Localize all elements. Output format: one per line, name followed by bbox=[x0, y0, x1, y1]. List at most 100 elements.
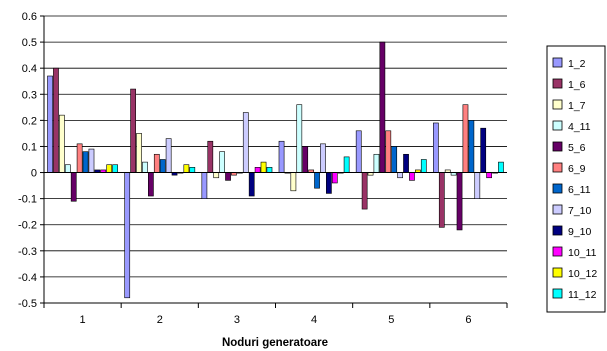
bar-9_10-node-3 bbox=[248, 172, 255, 197]
bar-11_12-node-5 bbox=[420, 159, 427, 173]
bar-1_7-node-4 bbox=[290, 172, 297, 192]
legend-swatch bbox=[552, 162, 563, 173]
bar-4_11-node-1 bbox=[64, 164, 71, 173]
bar-1_6-node-6 bbox=[438, 172, 445, 228]
bar-10_12-node-3 bbox=[260, 161, 267, 173]
legend-label: 6_9 bbox=[568, 163, 586, 175]
x-tick-labels: 1 2 3 4 5 6 bbox=[80, 314, 472, 326]
bar-10_11-node-3 bbox=[254, 167, 261, 173]
bar-7_10-node-2 bbox=[165, 138, 172, 173]
legend: 1_2 1_6 1_7 4_11 5_6 6_9 6_11 7_10 9_10 10_11 10_1… bbox=[552, 57, 597, 301]
y-tick-label: 0.4 bbox=[22, 63, 37, 75]
legend-swatch bbox=[552, 141, 563, 152]
legend-swatch bbox=[552, 120, 563, 131]
bar-1_7-node-1 bbox=[59, 114, 65, 173]
bar-1_2-node-6 bbox=[433, 122, 439, 173]
bar-5_6-node-1 bbox=[70, 172, 77, 202]
legend-swatch bbox=[552, 204, 563, 215]
legend-swatch bbox=[552, 183, 563, 194]
bar-5_6-node-3 bbox=[225, 172, 231, 181]
bar-1_6-node-2 bbox=[130, 88, 136, 173]
legend-swatch bbox=[552, 246, 563, 257]
bar-10_11-node-5 bbox=[409, 172, 415, 181]
bar-5_6-node-6 bbox=[456, 172, 463, 231]
bar-7_10-node-4 bbox=[320, 143, 326, 173]
legend-swatch bbox=[552, 225, 563, 236]
bar-11_12-node-2 bbox=[189, 167, 196, 173]
bar-1_6-node-1 bbox=[53, 67, 59, 173]
bar-10_11-node-4 bbox=[331, 172, 338, 184]
bar-1_2-node-1 bbox=[47, 75, 53, 173]
plot-background bbox=[44, 16, 507, 303]
bar-9_10-node-4 bbox=[326, 172, 332, 194]
bar-4_11-node-5 bbox=[373, 153, 380, 173]
gridlines bbox=[40, 15, 507, 304]
bars bbox=[47, 41, 504, 299]
bar-4_11-node-3 bbox=[219, 151, 225, 173]
x-tick-label: 2 bbox=[157, 314, 163, 326]
bar-11_12-node-6 bbox=[498, 161, 504, 173]
y-tick-label: 0 bbox=[31, 168, 37, 180]
legend-label: 9_10 bbox=[568, 226, 592, 238]
legend-swatch bbox=[552, 57, 563, 68]
bar-6_9-node-2 bbox=[153, 153, 160, 173]
bar-11_12-node-1 bbox=[112, 164, 118, 173]
bar-7_10-node-3 bbox=[242, 112, 249, 173]
legend-label: 1_2 bbox=[568, 58, 586, 70]
bar-4_11-node-2 bbox=[142, 161, 148, 173]
y-tick-label: 0.5 bbox=[22, 37, 37, 49]
legend-label: 11_12 bbox=[568, 289, 597, 301]
bar-6_9-node-5 bbox=[385, 130, 392, 173]
bar-9_10-node-6 bbox=[480, 127, 487, 173]
legend-label: 1_6 bbox=[568, 79, 586, 91]
x-axis-title: Noduri generatoare bbox=[222, 337, 328, 349]
legend-label: 7_10 bbox=[568, 205, 592, 217]
y-tick-label: 0.1 bbox=[22, 141, 37, 153]
legend-label: 6_11 bbox=[568, 184, 591, 196]
y-tick-label: 0.6 bbox=[22, 11, 37, 23]
bar-7_10-node-6 bbox=[474, 172, 481, 199]
x-tick-label: 5 bbox=[388, 314, 394, 326]
bar-1_2-node-4 bbox=[278, 140, 285, 173]
bar-5_6-node-4 bbox=[302, 146, 309, 173]
bar-10_11-node-6 bbox=[486, 172, 492, 179]
legend-swatch bbox=[552, 288, 563, 299]
legend-swatch bbox=[552, 267, 563, 278]
y-tick-labels: 0.6 0.5 0.4 0.3 0.2 0.1 0 -0.1 -0.2 -0.3 -0.4 -0.5 bbox=[18, 11, 37, 310]
bar-6_11-node-1 bbox=[82, 151, 89, 173]
y-tick-label: 0.2 bbox=[22, 115, 37, 127]
bar-1_2-node-5 bbox=[355, 130, 362, 173]
bar-6_11-node-2 bbox=[159, 159, 166, 173]
legend-label: 10_12 bbox=[568, 268, 597, 280]
bar-5_6-node-5 bbox=[379, 41, 386, 173]
bar-1_7-node-3 bbox=[213, 172, 220, 179]
bar-6_11-node-4 bbox=[314, 172, 320, 189]
bar-5_6-node-2 bbox=[148, 172, 154, 197]
bar-1_2-node-2 bbox=[124, 172, 131, 299]
y-tick-label: -0.1 bbox=[18, 194, 37, 206]
y-tick-label: -0.2 bbox=[18, 220, 37, 232]
legend-swatch bbox=[552, 78, 563, 89]
bar-11_12-node-4 bbox=[343, 156, 350, 173]
bar-9_10-node-5 bbox=[403, 153, 409, 173]
legend-label: 1_7 bbox=[568, 100, 586, 112]
axes bbox=[43, 16, 508, 308]
y-tick-label: -0.5 bbox=[18, 298, 37, 310]
bar-1_6-node-5 bbox=[361, 172, 368, 210]
bar-4_11-node-4 bbox=[296, 104, 303, 173]
bar-1_7-node-2 bbox=[136, 133, 142, 173]
y-tick-label: -0.4 bbox=[18, 272, 37, 284]
x-tick-label: 4 bbox=[311, 314, 317, 326]
legend-swatch bbox=[552, 99, 563, 110]
bar-7_10-node-5 bbox=[397, 172, 403, 179]
bar-11_12-node-3 bbox=[266, 167, 273, 173]
bar-1_2-node-3 bbox=[201, 172, 208, 199]
bar-6_11-node-6 bbox=[468, 120, 475, 173]
x-tick-label: 3 bbox=[234, 314, 240, 326]
bar-6_11-node-5 bbox=[391, 146, 398, 173]
x-tick-label: 1 bbox=[80, 314, 86, 326]
bar-6_9-node-6 bbox=[462, 104, 469, 173]
bar-10_12-node-1 bbox=[106, 164, 113, 173]
bar-6_9-node-1 bbox=[76, 143, 83, 173]
